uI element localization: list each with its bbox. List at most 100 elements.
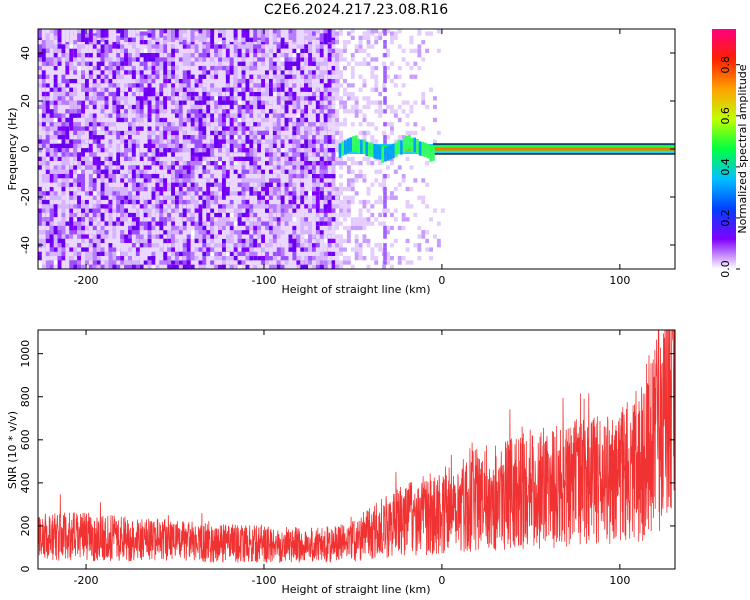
heatmap-cell	[429, 256, 433, 261]
heatmap-cell	[319, 29, 328, 42]
heatmap-cell	[198, 135, 203, 140]
heatmap-cell	[163, 126, 168, 131]
heatmap-cell	[300, 199, 305, 205]
heatmap-cell	[143, 260, 148, 265]
heatmap-cell	[65, 156, 70, 161]
heatmap-cell	[135, 29, 140, 34]
heatmap-cell	[269, 225, 273, 231]
heatmap-cell	[61, 104, 70, 114]
heatmap-cell	[198, 113, 203, 118]
heatmap-cell	[366, 96, 371, 101]
heatmap-cell	[124, 221, 128, 231]
heatmap-cell	[401, 48, 406, 53]
heatmap-cell	[390, 161, 394, 166]
heatmap-cell	[261, 243, 265, 248]
heatmap-cell	[327, 212, 332, 218]
heatmap-cell	[253, 217, 258, 222]
heatmap-cell	[182, 225, 191, 235]
heatmap-cell	[112, 87, 117, 101]
heatmap-cell	[319, 57, 324, 62]
heatmap-cell	[182, 156, 191, 161]
heatmap-cell	[362, 35, 367, 40]
heatmap-cell	[261, 152, 265, 157]
heatmap-cell	[366, 221, 371, 226]
heatmap-cell	[171, 87, 175, 92]
heatmap-cell	[229, 78, 234, 84]
heatmap-cell	[397, 44, 402, 49]
heatmap-cell	[339, 156, 343, 161]
heatmap-cell	[45, 74, 54, 79]
heatmap-cell	[49, 221, 58, 235]
heatmap-cell	[362, 225, 367, 231]
heatmap-cell	[312, 191, 320, 196]
heatmap-cell	[131, 174, 140, 179]
heatmap-cell	[135, 143, 140, 148]
heatmap-cell	[383, 135, 387, 140]
heatmap-cell	[304, 152, 309, 161]
heatmap-cell	[383, 100, 387, 105]
heatmap-cell	[233, 225, 238, 231]
colorbar-gradient	[712, 29, 736, 269]
heatmap-cell	[198, 234, 203, 243]
heatmap-cell	[61, 165, 66, 170]
heatmap-cell	[265, 78, 269, 84]
heatmap-cell	[383, 109, 387, 114]
heatmap-cell	[350, 109, 355, 114]
heatmap-cell	[96, 230, 101, 235]
heatmap-cell	[73, 66, 78, 71]
heatmap-cell	[323, 191, 328, 196]
heatmap-cell	[354, 251, 359, 256]
heatmap-cell	[53, 57, 58, 62]
heatmap-cell	[269, 186, 273, 192]
heatmap-cell	[182, 66, 187, 71]
heatmap-cell	[73, 117, 78, 123]
heatmap-cell	[265, 169, 273, 179]
heatmap-cell	[194, 31, 199, 36]
heatmap-cell	[237, 122, 242, 127]
heatmap-cell	[249, 117, 254, 127]
heatmap-cell	[222, 256, 226, 261]
heatmap-cell	[81, 70, 85, 75]
heatmap-cell	[284, 66, 289, 75]
heatmap-cell	[124, 238, 132, 248]
heatmap-cell	[49, 135, 54, 140]
heatmap-cell	[401, 109, 406, 114]
heatmap-cell	[249, 161, 258, 174]
heatmap-cell	[378, 221, 383, 226]
heatmap-cell	[249, 139, 254, 144]
heatmap-cell	[276, 225, 281, 239]
heatmap-cell	[194, 230, 199, 235]
heatmap-cell	[433, 234, 437, 239]
heatmap-cell	[81, 221, 85, 226]
heatmap-cell	[323, 260, 332, 269]
heatmap-cell	[272, 29, 277, 42]
heatmap-cell	[358, 109, 363, 114]
heatmap-cell	[378, 212, 383, 218]
heatmap-cell	[186, 152, 191, 157]
heatmap-cell	[45, 217, 54, 222]
heatmap-cell	[202, 122, 211, 127]
heatmap-cell	[171, 182, 175, 196]
heatmap-cell	[350, 156, 355, 161]
heatmap-cell	[61, 113, 66, 118]
heatmap-cell	[280, 182, 285, 187]
heatmap-cell	[425, 247, 430, 252]
heatmap-cell	[38, 195, 42, 205]
heatmap-cell	[346, 230, 351, 235]
heatmap-cell	[100, 217, 105, 226]
heatmap-cell	[383, 174, 387, 179]
heatmap-cell	[405, 61, 410, 66]
heatmap-cell	[300, 143, 305, 148]
heatmap-cell	[335, 57, 339, 62]
heatmap-cell	[436, 48, 441, 53]
heatmap-cell	[53, 217, 58, 222]
heatmap-cell	[175, 109, 179, 118]
heatmap-cell	[339, 238, 343, 244]
heatmap-cell	[167, 195, 172, 200]
heatmap-cell	[386, 48, 390, 53]
heatmap-cell	[331, 135, 336, 144]
heatmap-cell	[112, 48, 117, 62]
heatmap-cell	[300, 161, 305, 166]
heatmap-cell	[386, 251, 390, 256]
